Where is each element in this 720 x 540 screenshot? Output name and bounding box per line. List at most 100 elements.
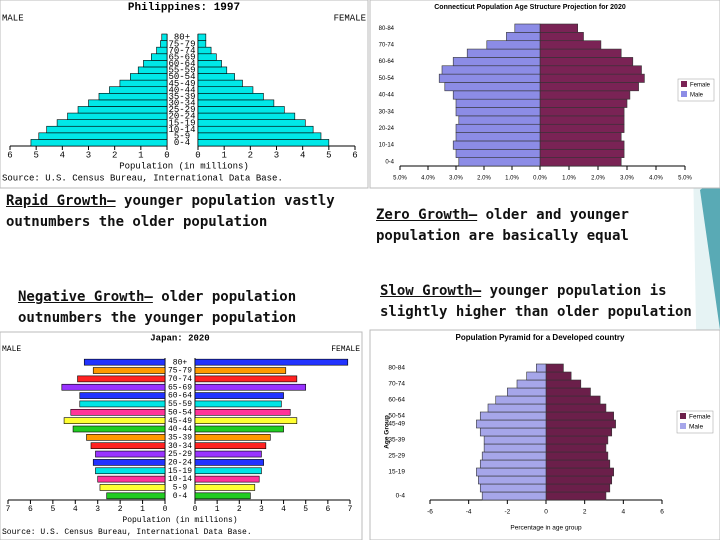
bar <box>194 383 307 391</box>
y-tick-label: 70-74 <box>168 46 195 56</box>
bar <box>97 475 166 483</box>
bar <box>545 379 582 389</box>
bar <box>194 459 264 466</box>
bar <box>194 450 262 458</box>
y-tick-label: 80-84 <box>388 365 405 372</box>
x-tick-label: 4 <box>300 150 305 160</box>
bar <box>197 73 235 81</box>
bar <box>90 442 166 450</box>
bar <box>539 140 625 150</box>
legend-label: Male <box>690 93 704 99</box>
x-tick-label: 4 <box>73 505 78 514</box>
y-tick-label: 70-74 <box>379 42 395 48</box>
bar <box>545 363 564 373</box>
caption-heading: Zero Growth– <box>376 207 478 223</box>
x-tick-label: 6 <box>325 505 330 514</box>
bar <box>160 40 168 48</box>
bar <box>458 157 541 167</box>
bar <box>197 33 207 41</box>
caption: Zero Growth– older and younger populatio… <box>376 205 696 247</box>
bar <box>77 375 166 383</box>
bar <box>197 99 275 107</box>
y-tick-label: 40-44 <box>168 85 195 95</box>
bar <box>539 82 639 92</box>
x-tick-label: 6 <box>352 150 357 160</box>
legend-swatch <box>680 413 686 419</box>
x-axis-label: Population (in millions) <box>119 161 249 171</box>
x-tick-label: 0.0% <box>533 176 547 182</box>
x-tick-label: -6 <box>427 509 433 516</box>
bar <box>545 371 572 381</box>
bar <box>197 139 330 147</box>
y-tick-label: 5-9 <box>173 484 188 493</box>
bar <box>441 65 541 75</box>
bar <box>479 459 547 469</box>
bar <box>151 53 168 61</box>
bar <box>479 411 547 421</box>
bar <box>545 387 591 397</box>
y-tick-label: 45-49 <box>388 421 405 428</box>
x-tick-label: 1 <box>215 505 220 514</box>
source-note: Source: U.S. Census Bureau, Internationa… <box>2 528 252 537</box>
bar <box>130 73 168 81</box>
bar <box>539 115 625 125</box>
x-tick-label: 4.0% <box>649 176 663 182</box>
bar <box>30 139 168 147</box>
bar <box>194 400 282 408</box>
y-tick-label: 50-54 <box>388 413 405 420</box>
y-tick-label: 60-64 <box>168 392 192 401</box>
bar <box>197 60 222 68</box>
bar <box>197 112 296 120</box>
x-tick-label: 5 <box>33 150 38 160</box>
x-tick-label: 1 <box>221 150 226 160</box>
bar <box>536 363 547 373</box>
x-tick-label: 4 <box>281 505 286 514</box>
x-tick-label: 2.0% <box>591 176 605 182</box>
bar <box>197 86 254 94</box>
y-tick-label: 0-4 <box>396 493 406 500</box>
bar <box>119 79 168 88</box>
caption-heading: Slow Growth– <box>380 283 482 299</box>
bar <box>63 417 166 424</box>
y-tick-label: 20-24 <box>168 112 195 122</box>
bar <box>452 57 541 67</box>
x-axis-label: Population (in millions) <box>122 516 237 525</box>
bar <box>137 66 168 74</box>
bar <box>194 375 298 383</box>
y-tick-label: 35-39 <box>168 92 195 102</box>
bar <box>458 115 541 125</box>
x-tick-label: 5.0% <box>678 176 692 182</box>
bar <box>83 358 166 366</box>
x-tick-label: 4 <box>60 150 65 160</box>
bar <box>516 379 547 389</box>
bar <box>72 425 166 433</box>
x-tick-label: 6 <box>28 505 33 514</box>
y-tick-label: 25-29 <box>168 105 195 115</box>
bar <box>194 417 298 424</box>
y-tick-label: 30-34 <box>168 99 195 109</box>
bar <box>444 82 541 92</box>
y-tick-label: 35-39 <box>388 437 405 444</box>
y-tick-label: 40-44 <box>168 425 192 434</box>
bar <box>197 119 306 127</box>
chart-title: Japan: 2020 <box>150 333 209 343</box>
bar <box>95 467 166 475</box>
y-tick-label: 5-9 <box>174 131 190 141</box>
chart-title: Population Pyramid for a Developed count… <box>456 333 625 342</box>
bar <box>197 66 228 74</box>
x-tick-label: 2 <box>112 150 117 160</box>
bar <box>545 411 614 421</box>
bar <box>539 98 628 108</box>
y-tick-label: 70-74 <box>388 381 405 388</box>
y-tick-label: 40-44 <box>379 93 395 99</box>
bar <box>545 435 609 445</box>
bar <box>77 106 168 114</box>
x-tick-label: 5 <box>326 150 331 160</box>
bar <box>109 86 168 94</box>
legend-label: MALE <box>2 345 21 354</box>
bar <box>194 408 291 416</box>
x-tick-label: 7 <box>348 505 353 514</box>
x-tick-label: 3.0% <box>620 176 634 182</box>
x-tick-label: 0 <box>195 150 200 160</box>
bar <box>452 140 541 150</box>
